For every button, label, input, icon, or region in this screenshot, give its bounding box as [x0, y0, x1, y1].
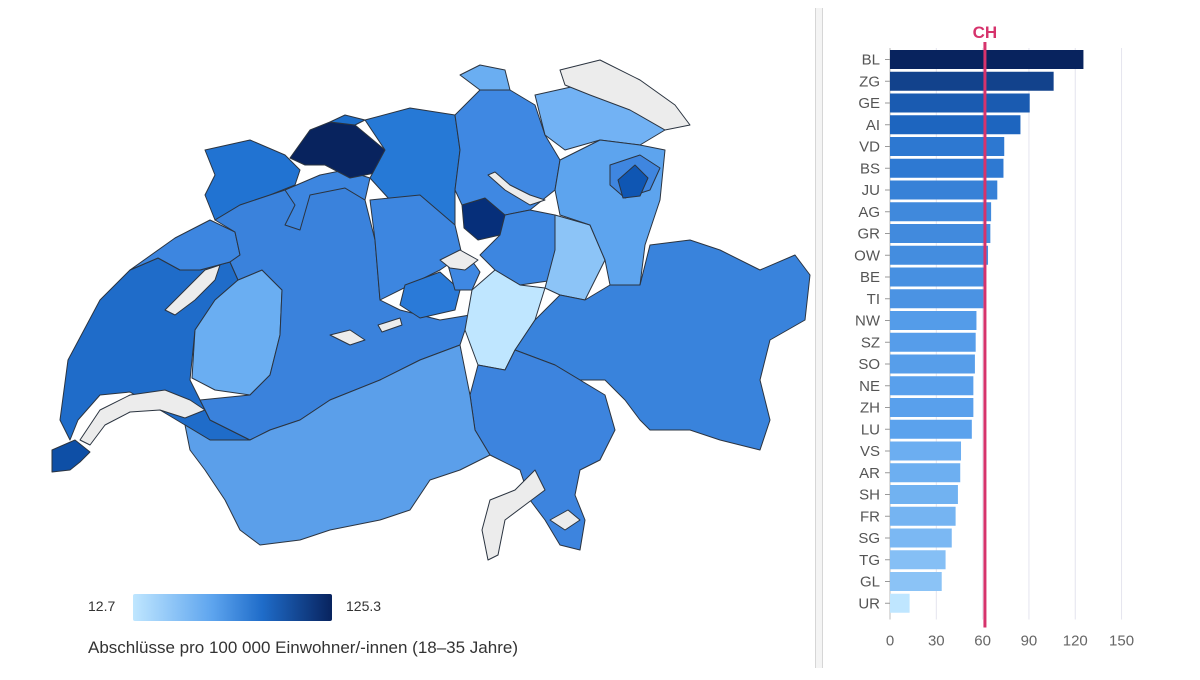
- bar-SG[interactable]: [890, 528, 952, 548]
- canton-SH[interactable]: [459, 64, 511, 91]
- x-tick-label: 150: [1109, 633, 1134, 650]
- canton-BL[interactable]: [289, 121, 386, 179]
- bar-FR[interactable]: [890, 506, 956, 526]
- canton-TI[interactable]: [469, 349, 616, 551]
- x-tick-label: 60: [974, 633, 991, 650]
- category-label-BS: BS: [860, 160, 880, 177]
- category-label-AG: AG: [858, 204, 880, 221]
- legend-caption: Abschlüsse pro 100 000 Einwohner/-innen …: [88, 638, 518, 657]
- bar-AG[interactable]: [890, 202, 992, 222]
- bar-LU[interactable]: [890, 419, 972, 439]
- category-label-OW: OW: [854, 247, 881, 264]
- bar-ZG[interactable]: [890, 71, 1054, 91]
- canton-VS[interactable]: [184, 344, 491, 546]
- legend-gradient-bar: [133, 594, 332, 621]
- bar-NW[interactable]: [890, 311, 977, 330]
- lake-brienz: [377, 317, 403, 333]
- category-label-SO: SO: [858, 356, 880, 373]
- category-label-VD: VD: [859, 139, 880, 156]
- bar-BS[interactable]: [890, 158, 1004, 178]
- bar-BL[interactable]: [890, 50, 1084, 69]
- category-label-BE: BE: [860, 269, 880, 286]
- category-label-SZ: SZ: [861, 334, 880, 351]
- bar-chart-panel: BL ZG GE AI VD BS JU AG GR OW BE TI NW SZ SO NE ZH LU VS AR…: [825, 0, 1200, 675]
- canton-GE[interactable]: [51, 439, 91, 473]
- bar-JU[interactable]: [890, 180, 998, 200]
- category-label-ZG: ZG: [859, 73, 880, 90]
- lake-thun: [329, 329, 366, 346]
- lake-zurich: [487, 171, 546, 206]
- lake-neuchatel: [164, 264, 221, 316]
- bar-SZ[interactable]: [890, 332, 976, 352]
- category-label-UR: UR: [858, 595, 880, 612]
- category-label-JU: JU: [862, 182, 880, 199]
- x-tick-label: 90: [1021, 633, 1038, 650]
- category-label-GR: GR: [858, 226, 881, 243]
- category-label-AR: AR: [859, 465, 880, 482]
- canton-GR[interactable]: [514, 239, 811, 451]
- bar-SO[interactable]: [890, 354, 975, 374]
- switzerland-canton-map: [51, 59, 811, 561]
- canton-SO[interactable]: [284, 169, 371, 231]
- category-label-ZH: ZH: [860, 400, 880, 417]
- category-label-TI: TI: [867, 291, 880, 308]
- x-tick-label: 0: [886, 633, 894, 650]
- canton-LU[interactable]: [369, 194, 463, 301]
- canton-AI[interactable]: [617, 164, 649, 199]
- lake-geneva: [79, 389, 206, 446]
- lake-maggiore: [481, 469, 546, 561]
- category-label-NW: NW: [855, 313, 881, 330]
- bar-ZH[interactable]: [890, 398, 974, 417]
- legend-max-label: 125.3: [346, 598, 382, 614]
- bar-AR[interactable]: [890, 463, 961, 483]
- category-label-BL: BL: [862, 52, 880, 69]
- x-tick-label: 30: [928, 633, 945, 650]
- bar-SH[interactable]: [890, 485, 958, 504]
- category-label-SH: SH: [859, 487, 880, 504]
- bar-GR[interactable]: [890, 224, 991, 243]
- bar-OW[interactable]: [890, 245, 989, 265]
- category-label-TG: TG: [859, 552, 880, 569]
- bar-TG[interactable]: [890, 550, 946, 570]
- category-label-AI: AI: [866, 117, 880, 134]
- bar-AI[interactable]: [890, 115, 1021, 135]
- map-panel: 12.7 125.3 Abschlüsse pro 100 000 Einwoh…: [51, 59, 811, 657]
- bar-TI[interactable]: [890, 289, 984, 309]
- bar-GE[interactable]: [890, 93, 1030, 113]
- bar-NE[interactable]: [890, 376, 974, 396]
- lake-constance: [559, 59, 691, 131]
- bar-BE[interactable]: [890, 267, 986, 287]
- lake-lucerne: [439, 249, 479, 271]
- category-label-GE: GE: [858, 95, 880, 112]
- lake-lugano: [549, 509, 581, 531]
- bar-VD[interactable]: [890, 137, 1005, 156]
- reference-label: CH: [973, 23, 998, 42]
- canton-OW[interactable]: [399, 271, 461, 319]
- category-label-NE: NE: [859, 378, 880, 395]
- category-label-SG: SG: [858, 530, 880, 547]
- legend-min-label: 12.7: [88, 598, 116, 614]
- bar-VS[interactable]: [890, 441, 962, 461]
- category-label-LU: LU: [861, 421, 880, 438]
- category-label-GL: GL: [860, 574, 880, 591]
- bar-UR[interactable]: [890, 593, 910, 613]
- category-label-FR: FR: [860, 508, 880, 525]
- panel-divider: [815, 8, 823, 668]
- canton-NE[interactable]: [129, 219, 241, 271]
- category-label-VS: VS: [860, 443, 880, 460]
- bar-GL[interactable]: [890, 572, 942, 591]
- bar-chart: BL ZG GE AI VD BS JU AG GR OW BE TI NW SZ SO NE ZH LU VS AR…: [854, 23, 1134, 650]
- x-tick-label: 120: [1063, 633, 1088, 650]
